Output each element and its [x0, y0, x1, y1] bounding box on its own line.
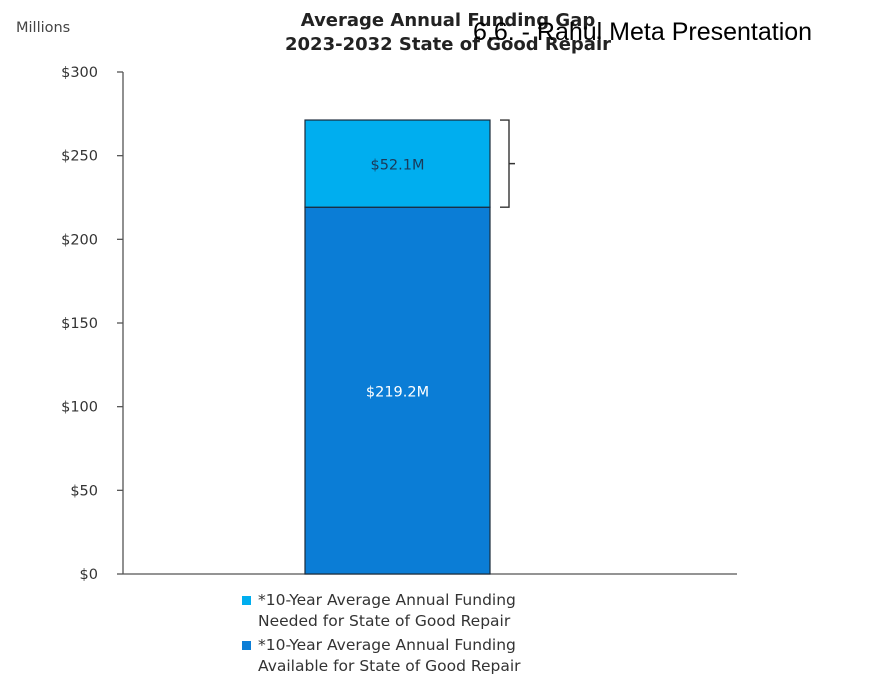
y-tick-label: $0: [80, 567, 98, 583]
y-tick-label: $150: [61, 316, 98, 332]
bars-group: $219.2M $52.1M: [304, 119, 491, 575]
legend-label: Available for State of Good Repair: [258, 657, 521, 675]
bar-data-label: $219.2M: [366, 385, 429, 401]
legend-swatch: [242, 596, 251, 605]
gap-bracket-group: [500, 119, 515, 208]
chart-subtitle: 2023-2032 State of Good Repair: [285, 34, 611, 55]
bar-segment-available: [304, 206, 491, 575]
chart-title: Average Annual Funding Gap: [301, 10, 596, 31]
unit-label: Millions: [16, 20, 70, 36]
y-tick-label: $300: [61, 65, 98, 81]
bar-data-label: $52.1M: [370, 158, 424, 174]
legend-swatch: [242, 641, 251, 650]
presentation-overlay-text: 6.6. - Rahul Meta Presentation: [473, 18, 813, 46]
legend-item: *10-Year Average Annual Funding Needed fo…: [238, 590, 521, 632]
legend-item: *10-Year Average Annual Funding Available…: [238, 635, 521, 677]
bar-segment-gap: [304, 119, 491, 208]
legend-label: *10-Year Average Annual Funding: [258, 636, 516, 654]
axes-group: $0 $50 $100 $150 $200 $250 $300: [61, 65, 737, 583]
y-tick-label: $50: [70, 483, 98, 499]
funding-gap-bracket: [500, 119, 515, 208]
y-tick-label: $200: [61, 232, 98, 248]
chart-legend: *10-Year Average Annual Funding Needed fo…: [238, 590, 521, 680]
legend-label: *10-Year Average Annual Funding: [258, 591, 516, 609]
legend-label: Needed for State of Good Repair: [258, 612, 511, 630]
y-tick-label: $250: [61, 149, 98, 165]
y-tick-label: $100: [61, 400, 98, 416]
